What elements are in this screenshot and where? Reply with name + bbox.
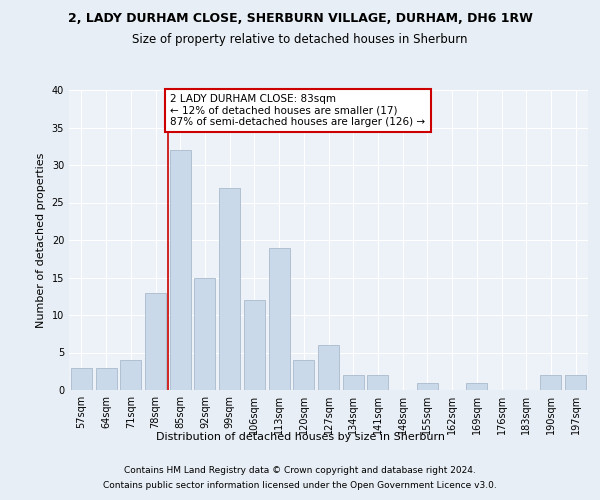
Bar xyxy=(541,375,562,390)
Bar xyxy=(145,292,166,390)
Bar xyxy=(367,375,388,390)
Bar xyxy=(194,278,215,390)
Bar xyxy=(120,360,141,390)
Bar xyxy=(565,375,586,390)
Bar xyxy=(95,368,116,390)
Text: 2, LADY DURHAM CLOSE, SHERBURN VILLAGE, DURHAM, DH6 1RW: 2, LADY DURHAM CLOSE, SHERBURN VILLAGE, … xyxy=(68,12,532,26)
Text: Size of property relative to detached houses in Sherburn: Size of property relative to detached ho… xyxy=(132,32,468,46)
Bar xyxy=(244,300,265,390)
Bar xyxy=(417,382,438,390)
Text: 2 LADY DURHAM CLOSE: 83sqm
← 12% of detached houses are smaller (17)
87% of semi: 2 LADY DURHAM CLOSE: 83sqm ← 12% of deta… xyxy=(170,94,425,127)
Bar xyxy=(170,150,191,390)
Bar xyxy=(466,382,487,390)
Bar xyxy=(269,248,290,390)
Text: Distribution of detached houses by size in Sherburn: Distribution of detached houses by size … xyxy=(155,432,445,442)
Bar xyxy=(293,360,314,390)
Y-axis label: Number of detached properties: Number of detached properties xyxy=(36,152,46,328)
Bar xyxy=(71,368,92,390)
Bar xyxy=(219,188,240,390)
Text: Contains public sector information licensed under the Open Government Licence v3: Contains public sector information licen… xyxy=(103,481,497,490)
Bar xyxy=(318,345,339,390)
Text: Contains HM Land Registry data © Crown copyright and database right 2024.: Contains HM Land Registry data © Crown c… xyxy=(124,466,476,475)
Bar xyxy=(343,375,364,390)
